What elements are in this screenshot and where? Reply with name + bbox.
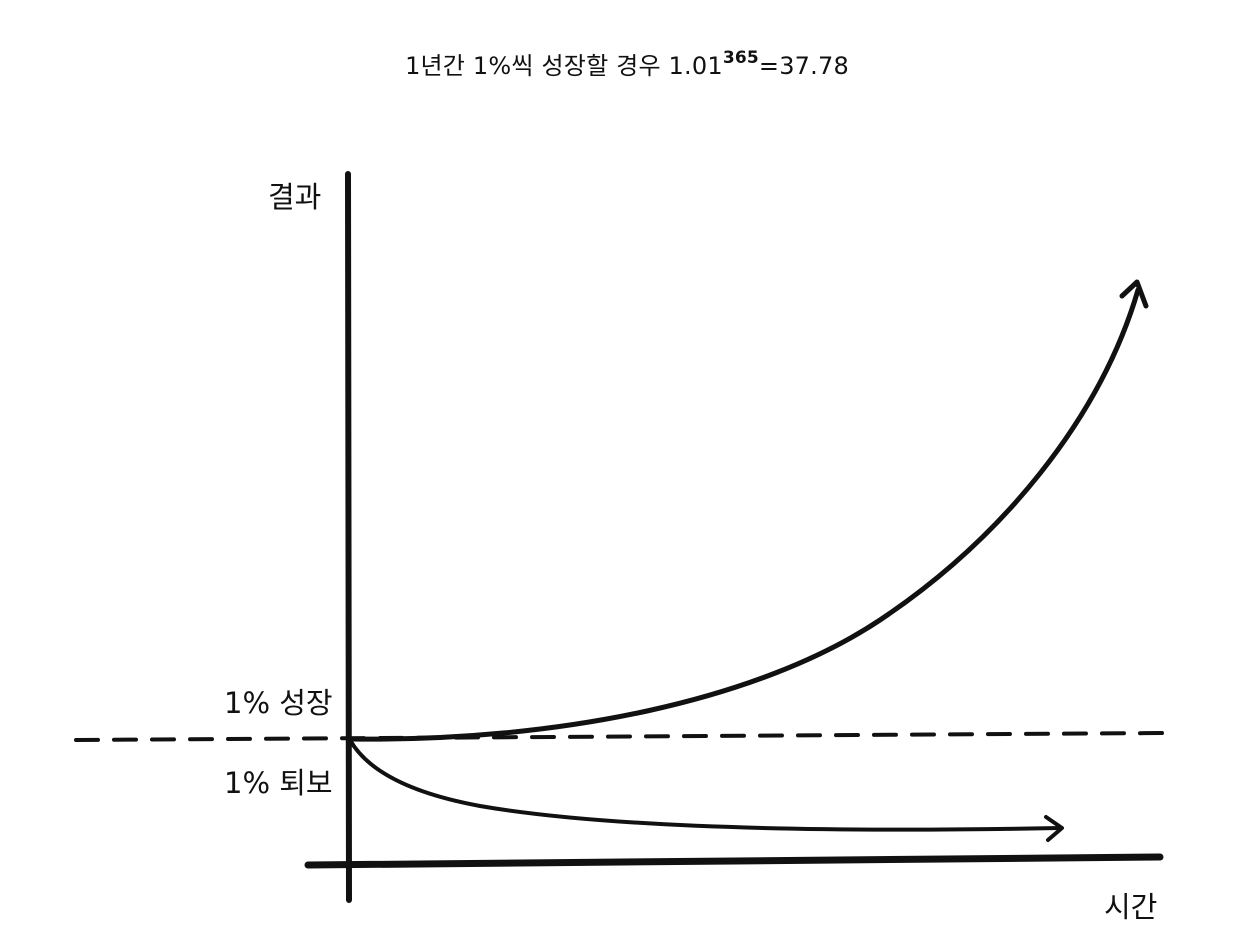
growth-curve xyxy=(347,287,1141,742)
title-suffix: =37.78 xyxy=(758,52,849,80)
decline-arrowhead xyxy=(1044,815,1064,842)
x-axis-label: 시간 xyxy=(1104,890,1158,924)
title-exponent: 365 xyxy=(722,48,759,68)
y-axis-label: 결과 xyxy=(268,180,322,214)
x-axis xyxy=(304,853,1164,869)
growth-arrowhead xyxy=(1119,279,1149,309)
y-axis xyxy=(345,171,352,903)
baseline-dashed-line xyxy=(74,731,1172,742)
decline-curve xyxy=(348,738,1062,832)
diagram-title: 1년간 1%씩 성장할 경우 1.01365=37.78 xyxy=(0,46,1254,81)
decline-curve-label: 1% 퇴보 xyxy=(224,766,333,800)
title-prefix: 1년간 1%씩 성장할 경우 1.01 xyxy=(405,52,723,80)
growth-curve-label: 1% 성장 xyxy=(224,686,333,720)
